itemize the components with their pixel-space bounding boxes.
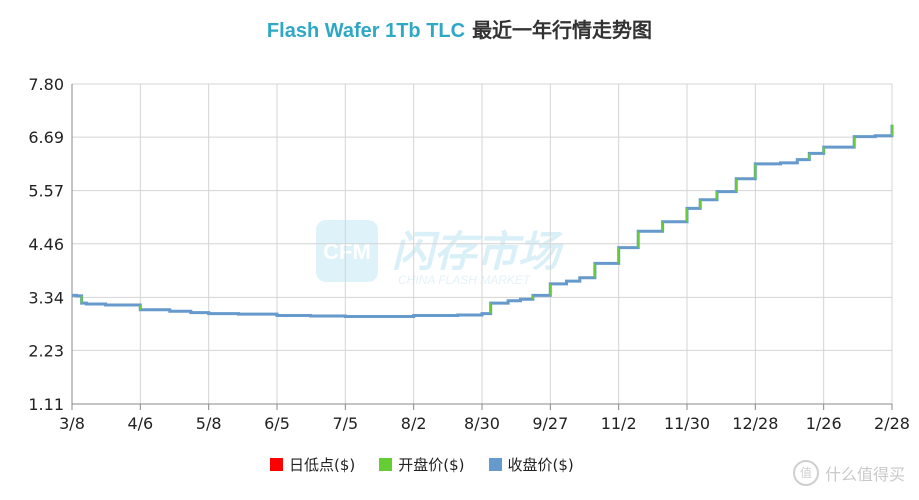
x-tick-label: 4/6 [127, 414, 153, 433]
legend-label-low: 日低点($) [289, 456, 356, 474]
chart-title-subtitle: 最近一年行情走势图 [472, 18, 653, 42]
x-tick-label: 11/2 [601, 414, 637, 433]
legend: 日低点($) 开盘价($) 收盘价($) [270, 454, 574, 475]
brand-watermark: 值 什么值得买 [792, 460, 905, 486]
x-tick-label: 8/30 [464, 414, 500, 433]
legend-item-close[interactable]: 收盘价($) [488, 454, 574, 475]
y-tick-label: 6.69 [28, 128, 64, 147]
legend-swatch-low [270, 458, 283, 471]
series [72, 124, 894, 318]
axes: 1.11 2.23 3.34 4.46 5.57 6.69 7.80 3/8 4/6 5/8 6/5… [28, 75, 910, 433]
brand-text: 什么值得买 [824, 465, 905, 484]
x-tick-label: 3/8 [59, 414, 85, 433]
watermark-en: CHINA FLASH MARKET [398, 273, 532, 287]
x-tick-label: 6/5 [264, 414, 290, 433]
legend-item-open[interactable]: 开盘价($) [379, 454, 465, 475]
y-tick-label: 7.80 [28, 75, 64, 94]
chart-title: Flash Wafer 1Tb TLC 最近一年行情走势图 [0, 14, 919, 43]
y-tick-label: 4.46 [28, 235, 64, 254]
chart-title-product: Flash Wafer 1Tb TLC [266, 20, 466, 42]
x-tick-label: 2/28 [874, 414, 910, 433]
price-chart: CFM 闪存市场 CHINA FLASH MARKET 1.11 2.23 3.34… [28, 75, 910, 433]
brand-icon: 值 [792, 460, 819, 486]
x-tick-label: 11/30 [664, 414, 710, 433]
y-tick-label: 2.23 [28, 341, 64, 360]
x-tick-label: 9/27 [532, 414, 568, 433]
legend-swatch-open [379, 458, 393, 471]
y-tick-label: 1.11 [28, 395, 64, 414]
x-tick-label: 1/26 [806, 414, 842, 433]
y-tick-label: 3.34 [28, 288, 64, 307]
legend-label-open: 开盘价($) [398, 456, 465, 474]
legend-item-low[interactable]: 日低点($) [270, 454, 355, 475]
watermark-logo-box [316, 220, 378, 282]
watermark: CFM 闪存市场 CHINA FLASH MARKET [316, 220, 564, 287]
watermark-cn: 闪存市场 [392, 227, 564, 276]
legend-label-close: 收盘价($) [507, 456, 574, 474]
legend-swatch-close [488, 458, 502, 471]
watermark-logo: CFM [323, 239, 371, 264]
x-tick-label: 12/28 [732, 414, 778, 433]
y-tick-label: 5.57 [28, 182, 64, 201]
grid [71, 83, 893, 405]
x-tick-label: 8/2 [401, 414, 427, 433]
x-tick-label: 7/5 [332, 414, 358, 433]
x-tick-label: 5/8 [196, 414, 222, 433]
